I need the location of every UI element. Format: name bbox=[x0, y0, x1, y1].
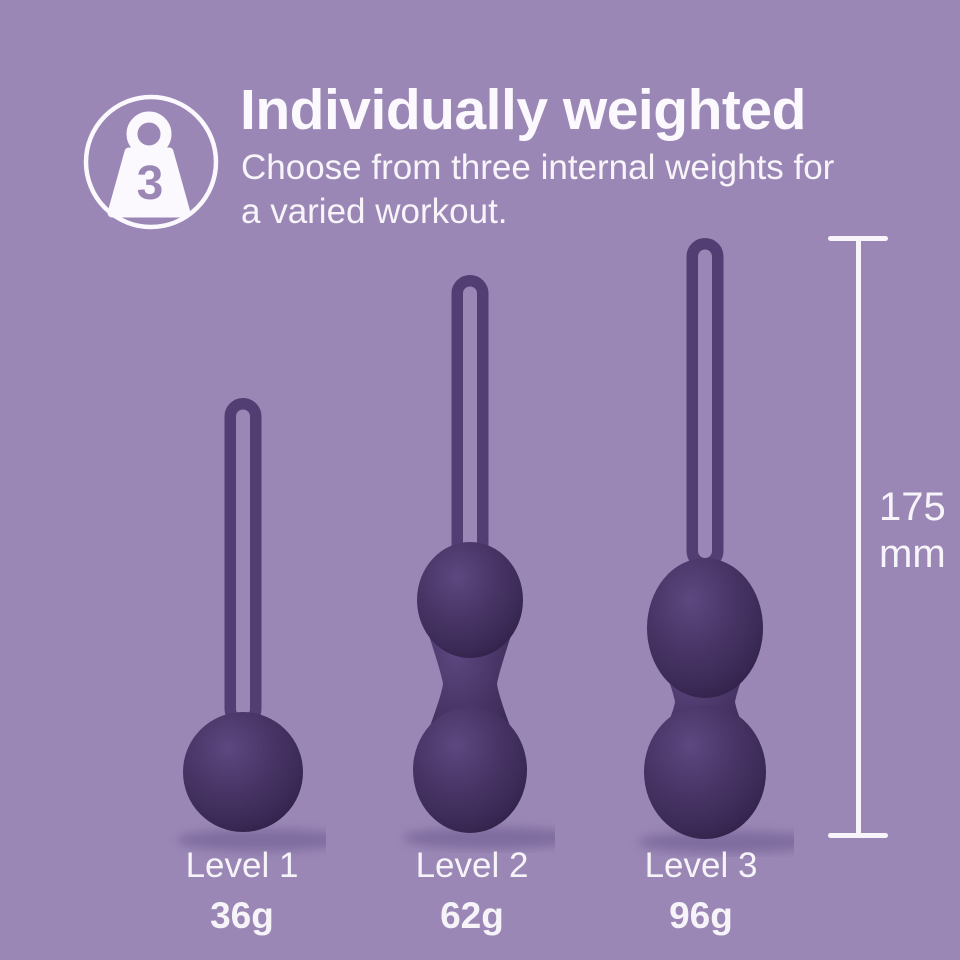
badge-number: 3 bbox=[137, 157, 164, 210]
product-label-level-1: Level 1 36g bbox=[132, 846, 352, 936]
retrieval-loop bbox=[686, 238, 724, 570]
measurement-cap-top bbox=[828, 236, 888, 241]
level-weight: 96g bbox=[669, 895, 733, 936]
product-level-2-image bbox=[385, 268, 579, 853]
page-subtitle: Choose from three internal weights for a… bbox=[241, 146, 834, 234]
product-label-level-2: Level 2 62g bbox=[362, 846, 582, 936]
level-name: Level 1 bbox=[185, 846, 299, 885]
kegel-ball bbox=[183, 712, 303, 832]
measurement-line bbox=[856, 238, 861, 836]
measurement-unit: mm bbox=[879, 532, 946, 576]
level-weight: 36g bbox=[210, 895, 274, 936]
retrieval-loop bbox=[451, 275, 489, 567]
measurement-value: 175 bbox=[879, 485, 946, 529]
product-level-3-image bbox=[616, 232, 822, 857]
product-level-1-image bbox=[160, 392, 347, 862]
level-name: Level 3 bbox=[644, 846, 758, 885]
product-shadow bbox=[638, 831, 822, 853]
measurement-cap-bottom bbox=[828, 833, 888, 838]
level-name: Level 2 bbox=[415, 846, 529, 885]
measurement-label: 175 mm bbox=[879, 484, 946, 578]
kegel-ball-bottom bbox=[413, 707, 527, 833]
badge-circle-outline bbox=[83, 94, 219, 230]
kegel-ball-top bbox=[647, 558, 763, 698]
product-shadow bbox=[403, 827, 579, 849]
kegel-ball-bottom bbox=[644, 705, 766, 839]
product-shadow bbox=[177, 829, 347, 851]
page-title: Individually weighted bbox=[240, 78, 806, 142]
subtitle-line-1: Choose from three internal weights for bbox=[241, 148, 835, 187]
kegel-ball-top bbox=[417, 542, 523, 658]
level-weight: 62g bbox=[440, 895, 504, 936]
product-label-level-3: Level 3 96g bbox=[591, 846, 811, 936]
retrieval-loop bbox=[224, 398, 262, 728]
weight-icon: 3 bbox=[81, 92, 221, 232]
subtitle-line-2: a varied workout. bbox=[241, 192, 508, 231]
